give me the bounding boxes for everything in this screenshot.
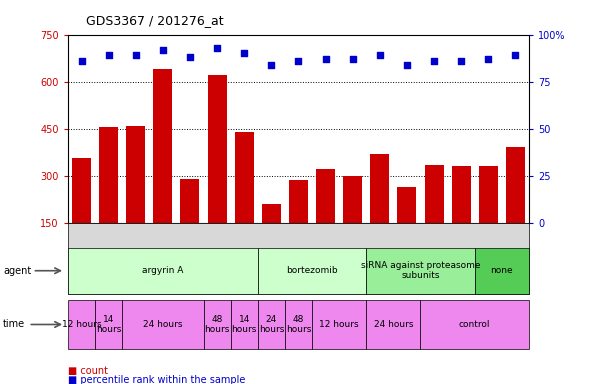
Text: 24 hours: 24 hours	[374, 320, 413, 329]
Bar	[371, 154, 389, 270]
Point	[77, 58, 86, 64]
Bar	[235, 132, 254, 270]
Point	[212, 45, 222, 51]
Text: argyrin A: argyrin A	[142, 266, 184, 275]
Text: none: none	[491, 266, 513, 275]
Bar	[180, 179, 200, 270]
Text: ■ count: ■ count	[68, 366, 108, 376]
Point	[104, 52, 113, 58]
Point	[239, 50, 249, 56]
Point	[267, 61, 276, 68]
Bar	[424, 165, 443, 270]
Point	[511, 52, 520, 58]
Bar	[397, 187, 417, 270]
Text: 48
hours: 48 hours	[204, 315, 230, 334]
Bar	[506, 147, 525, 270]
Text: 14
hours: 14 hours	[232, 315, 257, 334]
Bar	[207, 75, 226, 270]
Bar	[72, 159, 91, 270]
Bar	[262, 204, 281, 270]
Text: siRNA against proteasome
subunits: siRNA against proteasome subunits	[361, 261, 480, 280]
Text: ■ percentile rank within the sample: ■ percentile rank within the sample	[68, 375, 245, 384]
Bar	[343, 176, 362, 270]
Point	[375, 52, 385, 58]
Text: 24 hours: 24 hours	[143, 320, 183, 329]
Bar	[452, 166, 470, 270]
Bar	[126, 126, 145, 270]
Text: agent: agent	[3, 266, 31, 276]
Bar	[289, 180, 308, 270]
Text: 14
hours: 14 hours	[96, 315, 121, 334]
Bar	[99, 127, 118, 270]
Text: 12 hours: 12 hours	[319, 320, 359, 329]
Point	[429, 58, 439, 64]
Point	[456, 58, 466, 64]
Point	[185, 54, 194, 60]
Point	[158, 46, 168, 53]
Bar	[316, 169, 335, 270]
Point	[348, 56, 358, 62]
Text: bortezomib: bortezomib	[286, 266, 338, 275]
Text: 24
hours: 24 hours	[259, 315, 284, 334]
Text: GDS3367 / 201276_at: GDS3367 / 201276_at	[86, 14, 223, 27]
Point	[402, 61, 412, 68]
Point	[483, 56, 493, 62]
Text: time: time	[3, 319, 25, 329]
Point	[321, 56, 330, 62]
Point	[131, 52, 141, 58]
Text: 12 hours: 12 hours	[61, 320, 101, 329]
Bar	[479, 166, 498, 270]
Text: control: control	[459, 320, 491, 329]
Text: 48
hours: 48 hours	[286, 315, 311, 334]
Point	[294, 58, 303, 64]
Bar	[154, 69, 173, 270]
